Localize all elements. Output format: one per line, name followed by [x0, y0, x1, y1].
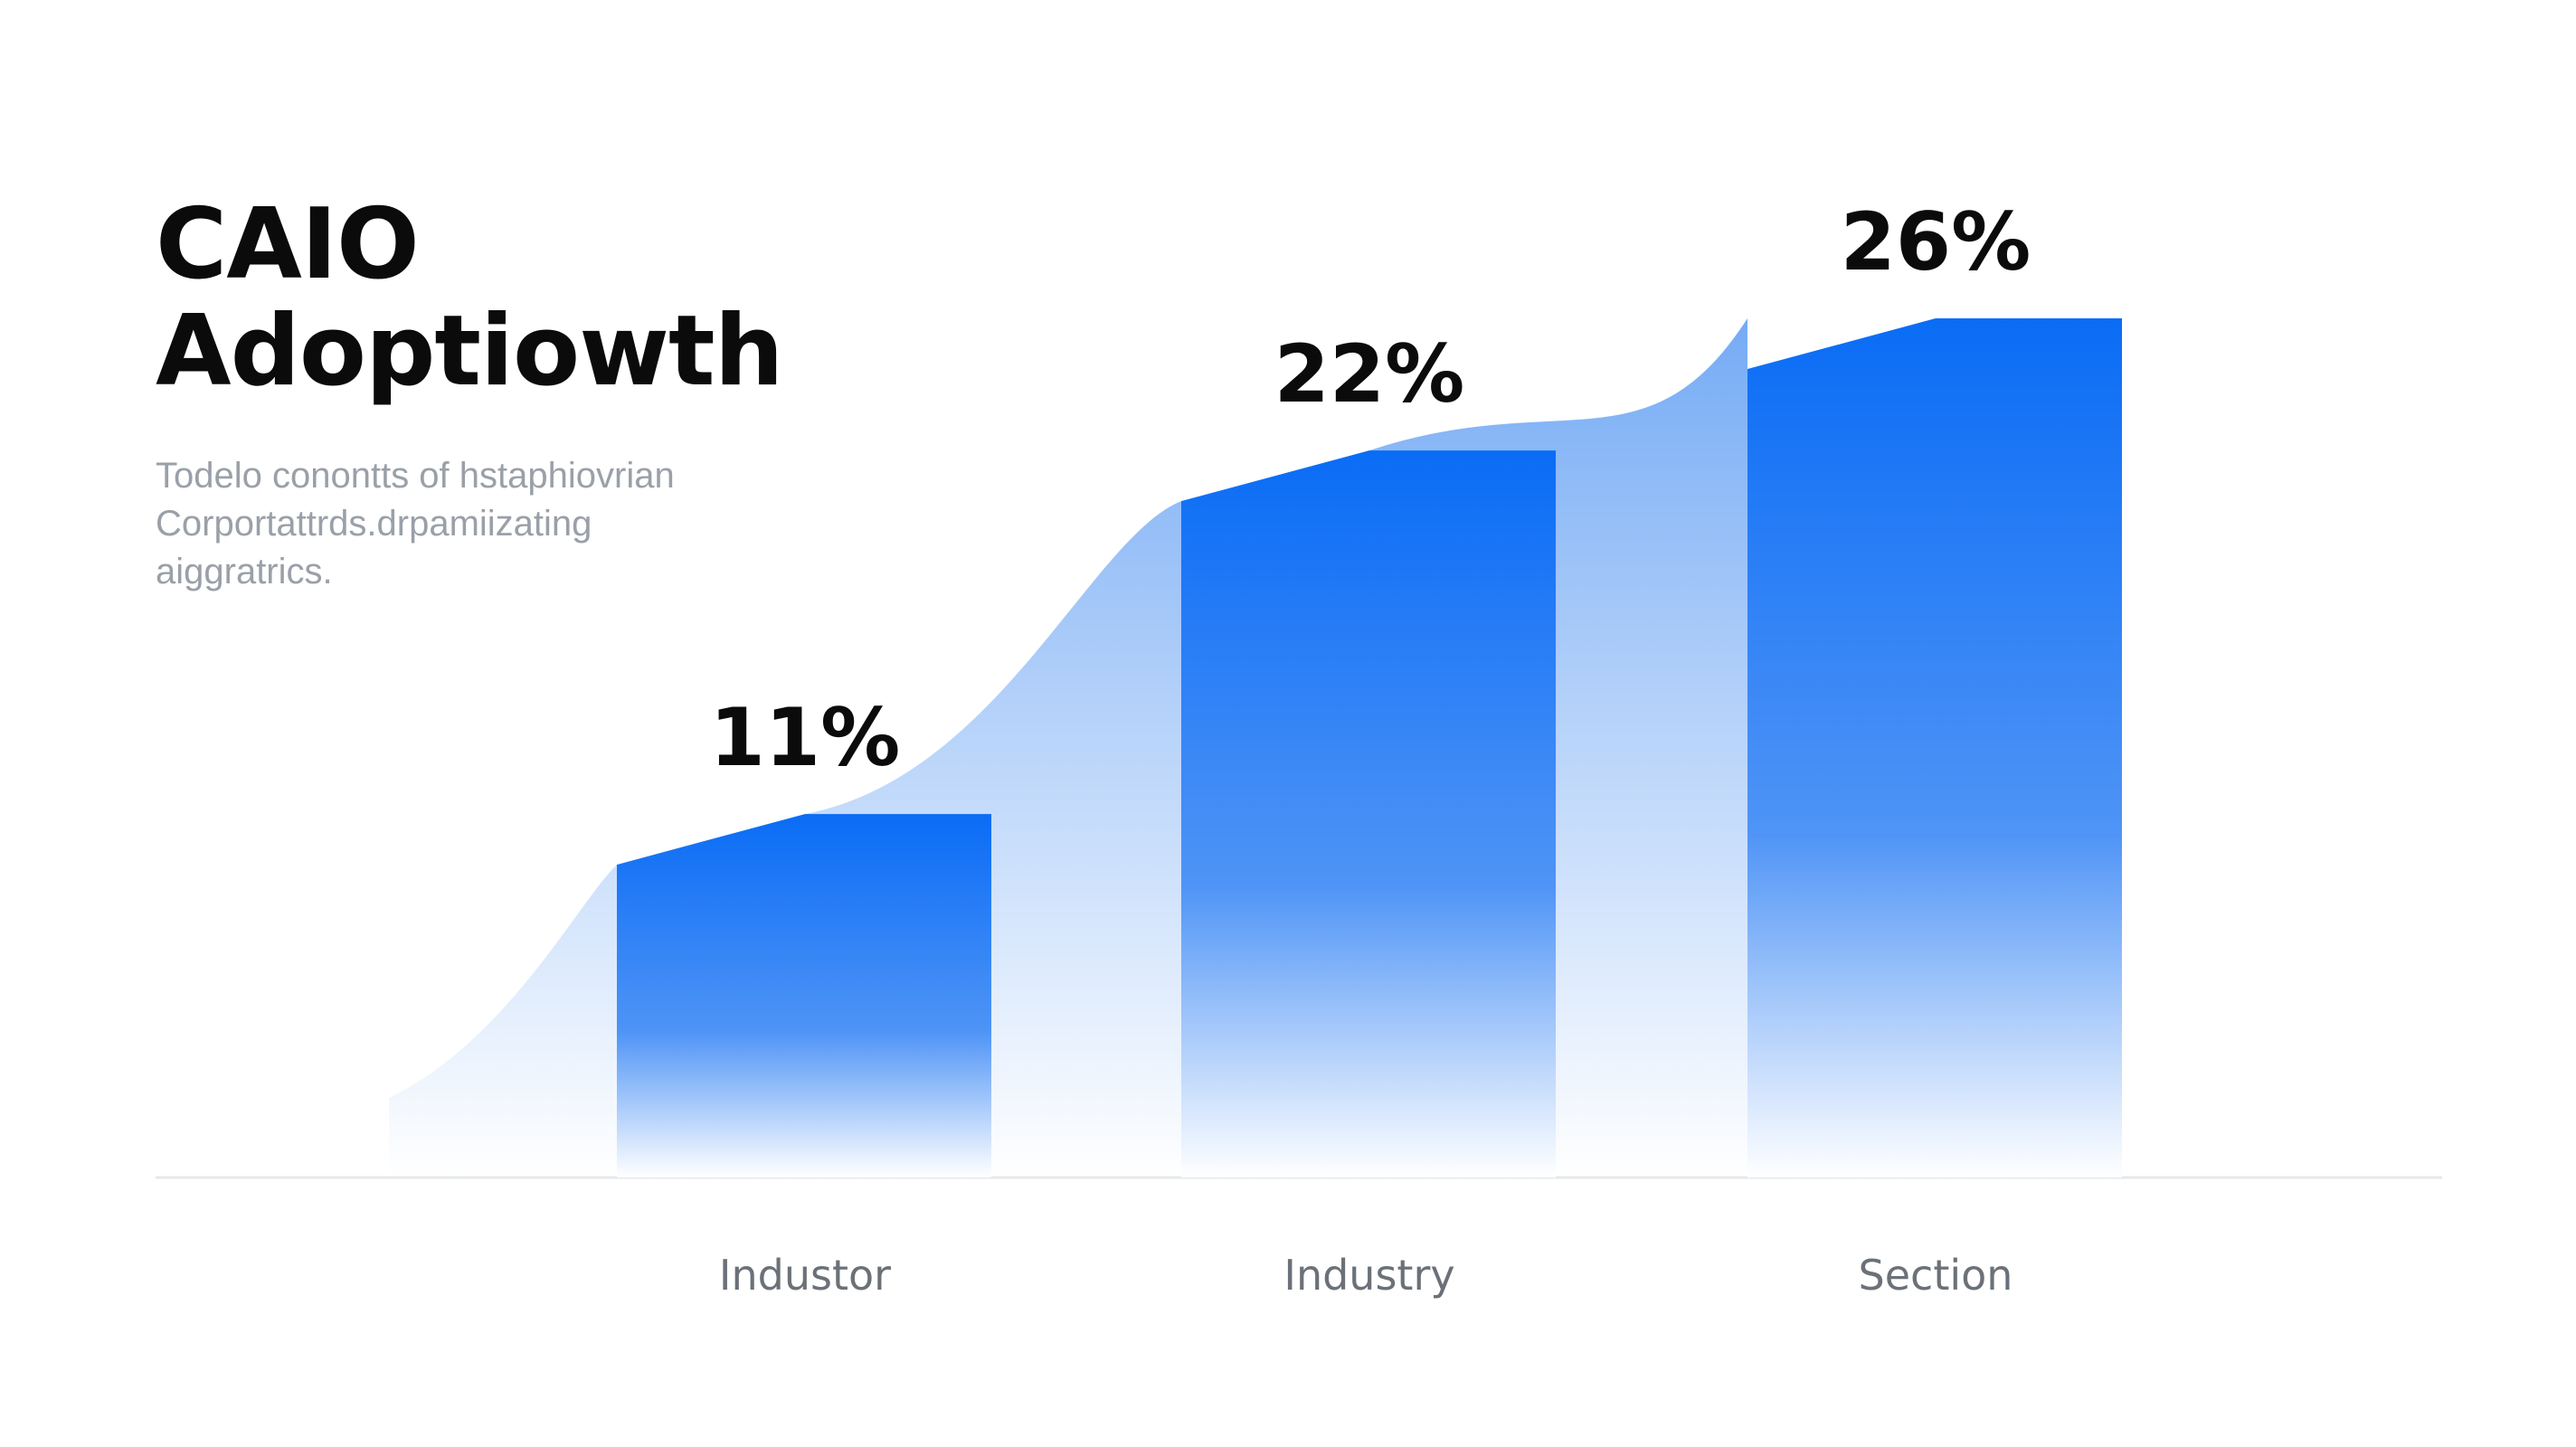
category-label-industor: Industor [719, 1251, 891, 1300]
subtitle-line-2: Corportattrds.drpamiizating [156, 504, 592, 544]
category-label-industry: Industry [1283, 1251, 1454, 1300]
subtitle-line-1: Todelo conontts of hstaphiovrian [156, 456, 675, 496]
chart-title-line-2: Adoptiowth [156, 295, 784, 408]
category-label-section: Section [1859, 1251, 2013, 1300]
chart-title: CAIO Adoptiowth [156, 192, 970, 405]
chart-subtitle: Todelo conontts of hstaphiovrian Corport… [156, 452, 843, 596]
bar-industry [1181, 450, 1556, 1178]
bar-section [1747, 318, 2122, 1177]
bars-group [617, 318, 2122, 1178]
chart-title-line-1: CAIO [156, 188, 420, 301]
bar-industor [617, 814, 991, 1177]
category-labels-group: Industor Industry Section [719, 1251, 2013, 1300]
value-label-industor: 11% [710, 691, 901, 784]
value-labels-group: 11% 22% 26% [710, 195, 2031, 784]
subtitle-line-3: aiggratrics. [156, 552, 333, 591]
value-label-industry: 22% [1274, 327, 1465, 421]
value-label-section: 26% [1841, 195, 2031, 288]
